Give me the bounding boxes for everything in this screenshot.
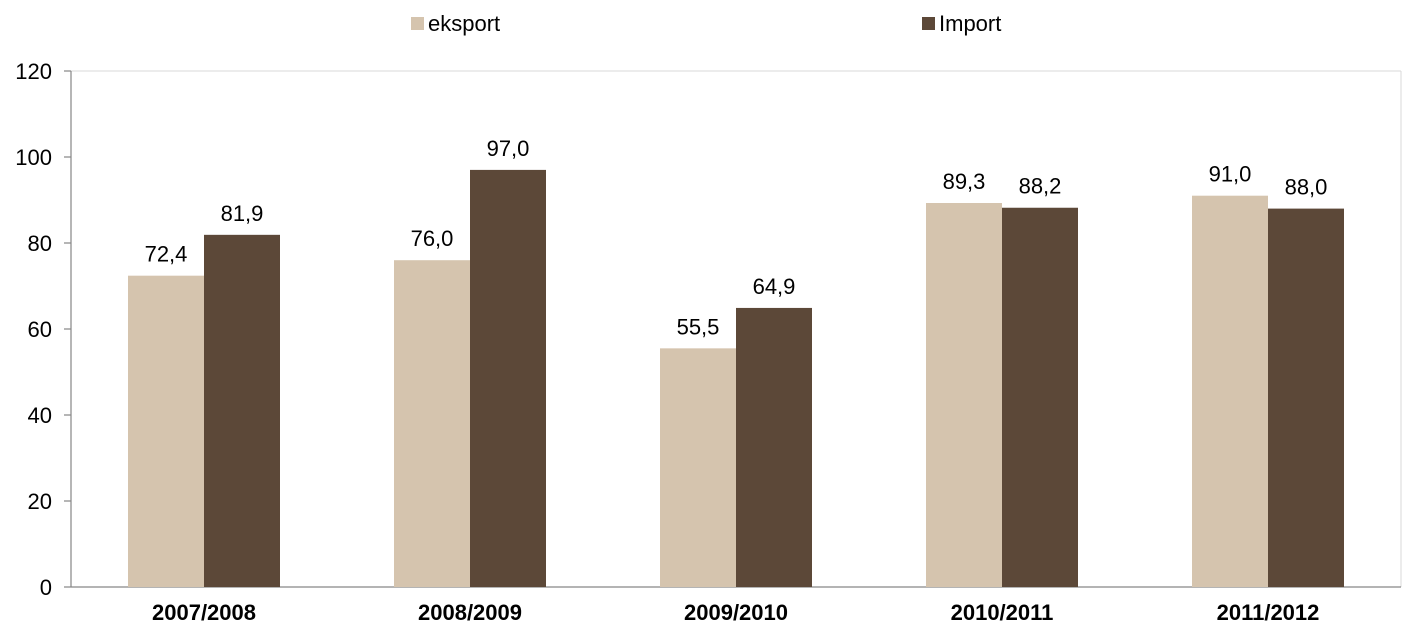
x-axis: 2007/2008 2008/2009 2009/2010 2010/2011 2011… bbox=[152, 600, 1319, 625]
data-label-eksport-4: 89,3 bbox=[943, 169, 986, 194]
y-tick-label: 40 bbox=[28, 403, 52, 428]
x-tick-label: 2008/2009 bbox=[418, 600, 522, 625]
y-tick-label: 120 bbox=[15, 59, 52, 84]
y-tick-label: 100 bbox=[15, 145, 52, 170]
legend-label-import: Import bbox=[939, 11, 1001, 36]
y-axis: 0 20 40 60 80 100 120 bbox=[15, 59, 71, 600]
data-label-import-1: 81,9 bbox=[221, 201, 264, 226]
data-label-eksport-5: 91,0 bbox=[1209, 162, 1252, 187]
bar-eksport-3 bbox=[660, 348, 736, 587]
data-label-eksport-2: 76,0 bbox=[411, 226, 454, 251]
bar-import-5 bbox=[1268, 208, 1344, 587]
bars bbox=[128, 169, 1344, 588]
y-tick-label: 60 bbox=[28, 317, 52, 342]
bar-import-1 bbox=[204, 234, 280, 587]
legend-label-eksport: eksport bbox=[428, 11, 500, 36]
legend: eksport Import bbox=[411, 11, 1001, 36]
x-tick-label: 2009/2010 bbox=[684, 600, 788, 625]
bar-eksport-4 bbox=[926, 203, 1002, 587]
data-label-eksport-1: 72,4 bbox=[145, 242, 188, 267]
x-tick-label: 2010/2011 bbox=[951, 600, 1054, 625]
data-label-import-5: 88,0 bbox=[1285, 175, 1328, 200]
data-label-import-4: 88,2 bbox=[1019, 174, 1062, 199]
bar-eksport-2 bbox=[394, 260, 470, 587]
legend-swatch-import bbox=[922, 17, 935, 30]
x-tick-label: 2011/2012 bbox=[1217, 600, 1320, 625]
data-labels: 72,4 81,9 76,0 97,0 55,5 64,9 89,3 88,2 91,0 88,0 bbox=[145, 136, 1328, 339]
data-label-import-3: 64,9 bbox=[753, 274, 796, 299]
y-tick-label: 20 bbox=[28, 489, 52, 514]
bar-import-2 bbox=[470, 169, 546, 587]
bar-eksport-5 bbox=[1192, 195, 1268, 587]
y-tick-label: 80 bbox=[28, 231, 52, 256]
bar-import-3 bbox=[736, 307, 812, 587]
bar-import-4 bbox=[1002, 207, 1078, 588]
data-label-import-2: 97,0 bbox=[487, 136, 530, 161]
bar-eksport-1 bbox=[128, 275, 204, 587]
y-tick-label: 0 bbox=[40, 575, 52, 600]
data-label-eksport-3: 55,5 bbox=[677, 314, 720, 339]
legend-swatch-eksport bbox=[411, 17, 424, 30]
x-tick-label: 2007/2008 bbox=[152, 600, 256, 625]
